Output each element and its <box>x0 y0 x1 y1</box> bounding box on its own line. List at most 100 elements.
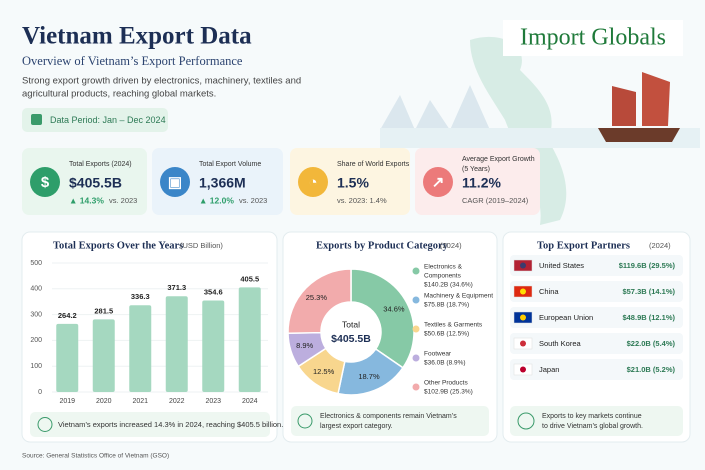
partner-value: $57.3B (14.1%) <box>622 287 675 296</box>
x-tick-label: 2022 <box>169 398 185 405</box>
flag-mark <box>520 366 526 373</box>
x-tick-label: 2023 <box>205 398 221 405</box>
logo-box <box>503 20 683 56</box>
legend-label: Electronics & <box>424 264 463 271</box>
x-tick-label: 2020 <box>96 398 112 405</box>
chart-subtitle: (2024) <box>440 241 462 250</box>
footnote-box <box>30 412 270 437</box>
footnote: largest export category. <box>320 423 393 430</box>
legend-swatch <box>412 296 420 304</box>
description: agricultural products, reaching global m… <box>22 89 216 100</box>
kpi-change: ▲ 12.0% <box>199 195 234 205</box>
data-label: 405.5 <box>240 274 259 283</box>
kpi-icon-glyph: $ <box>41 174 50 191</box>
partner-name: China <box>539 287 559 296</box>
slice-label: 18.7% <box>358 372 380 381</box>
kpi-icon <box>160 167 190 197</box>
bar <box>92 319 115 392</box>
legend-swatch <box>412 383 420 391</box>
kpi-change: ▲ 14.3% <box>69 195 104 205</box>
period: Data Period: Jan – Dec 2024 <box>50 115 166 125</box>
pie-slice <box>287 268 352 334</box>
flag-mark <box>520 288 526 295</box>
partner-name: South Korea <box>539 339 582 348</box>
partner-value: $119.6B (29.5%) <box>619 261 676 270</box>
footnote-icon <box>37 417 53 432</box>
partner-name: European Union <box>539 313 593 322</box>
kpi-card <box>415 148 540 215</box>
kpi-icon-glyph: ◔ <box>308 174 317 191</box>
legend-detail: $102.9B (25.3%) <box>424 389 473 396</box>
legend-label: Components <box>424 273 462 280</box>
legend-label: Machinery & Equipment <box>424 293 493 300</box>
source: Source: General Statistics Office of Vie… <box>22 453 169 460</box>
kpi-label: Share of World Exports <box>337 161 410 168</box>
kpi-icon <box>298 167 328 197</box>
legend-detail: $36.0B (8.9%) <box>424 360 466 367</box>
legend-swatch <box>412 354 420 362</box>
kpi-label: Total Exports (2024) <box>69 161 132 168</box>
data-label: 281.5 <box>94 306 113 315</box>
illustration <box>380 36 700 225</box>
partner-row <box>510 359 683 380</box>
partner-row <box>510 307 683 328</box>
partner-value: $48.9B (12.1%) <box>622 313 675 322</box>
partners-title: Top Export Partners <box>537 240 630 251</box>
kpi-value: $405.5B <box>69 175 122 191</box>
chart-title: Total Exports Over the Years <box>53 240 183 251</box>
chart-title: Exports by Product Category <box>316 240 449 251</box>
partner-name: United States <box>539 261 584 270</box>
legend-detail: $50.6B (12.5%) <box>424 331 469 338</box>
period-pill <box>22 108 168 132</box>
kpi-note: vs. 2023: 1.4% <box>337 196 387 205</box>
kpi-note: CAGR (2019–2024) <box>462 196 529 205</box>
legend-label: Footwear <box>424 351 452 358</box>
partner-row <box>510 255 683 276</box>
center-value: $405.5B <box>331 333 371 345</box>
kpi-card <box>290 148 410 215</box>
data-label: 264.2 <box>58 311 77 320</box>
chart-unit: (USD Billion) <box>180 241 223 250</box>
bar <box>202 300 225 392</box>
legend-swatch <box>412 267 420 275</box>
x-tick-label: 2024 <box>242 398 258 405</box>
bar <box>165 296 188 392</box>
flag-mark <box>520 314 526 321</box>
footnote: to drive Vietnam’s global growth. <box>542 423 643 430</box>
partner-name: Japan <box>539 365 559 374</box>
footnote-icon <box>517 412 535 430</box>
legend-detail: $140.2B (34.6%) <box>424 282 473 289</box>
partner-value: $21.0B (5.2%) <box>627 365 676 374</box>
kpi-icon-glyph: ▣ <box>168 174 182 191</box>
kpi-label: Average Export Growth <box>462 156 535 163</box>
x-tick-label: 2019 <box>59 398 75 405</box>
partner-value: $22.0B (5.4%) <box>627 339 676 348</box>
y-tick-label: 500 <box>30 260 42 267</box>
footnote-box <box>291 406 489 436</box>
bar <box>238 287 261 392</box>
kpi-card <box>22 148 147 215</box>
slice-label: 25.3% <box>306 293 328 302</box>
description: Strong export growth driven by electroni… <box>22 76 301 87</box>
legend-detail: $75.8B (18.7%) <box>424 302 469 309</box>
kpi-card <box>152 148 283 215</box>
flag-mark <box>520 262 526 269</box>
legend-swatch <box>412 325 420 333</box>
kpi-value: 1.5% <box>337 175 369 191</box>
kpi-icon <box>30 167 60 197</box>
bar <box>129 305 152 392</box>
kpi-icon-glyph: ↗ <box>432 174 445 191</box>
kpi-note: vs. 2023 <box>109 196 137 205</box>
slice-label: 8.9% <box>296 341 313 350</box>
footnote: Electronics & components remain Vietnam’… <box>320 413 457 420</box>
center-label: Total <box>342 319 360 329</box>
y-tick-label: 100 <box>30 363 42 370</box>
legend-label: Textiles & Garments <box>424 322 483 329</box>
kpi-label: Total Export Volume <box>199 161 261 168</box>
calendar-icon <box>31 114 42 125</box>
y-tick-label: 400 <box>30 286 42 293</box>
partner-row <box>510 333 683 354</box>
title: Vietnam Export Data <box>22 23 252 50</box>
y-tick-label: 300 <box>30 311 42 318</box>
